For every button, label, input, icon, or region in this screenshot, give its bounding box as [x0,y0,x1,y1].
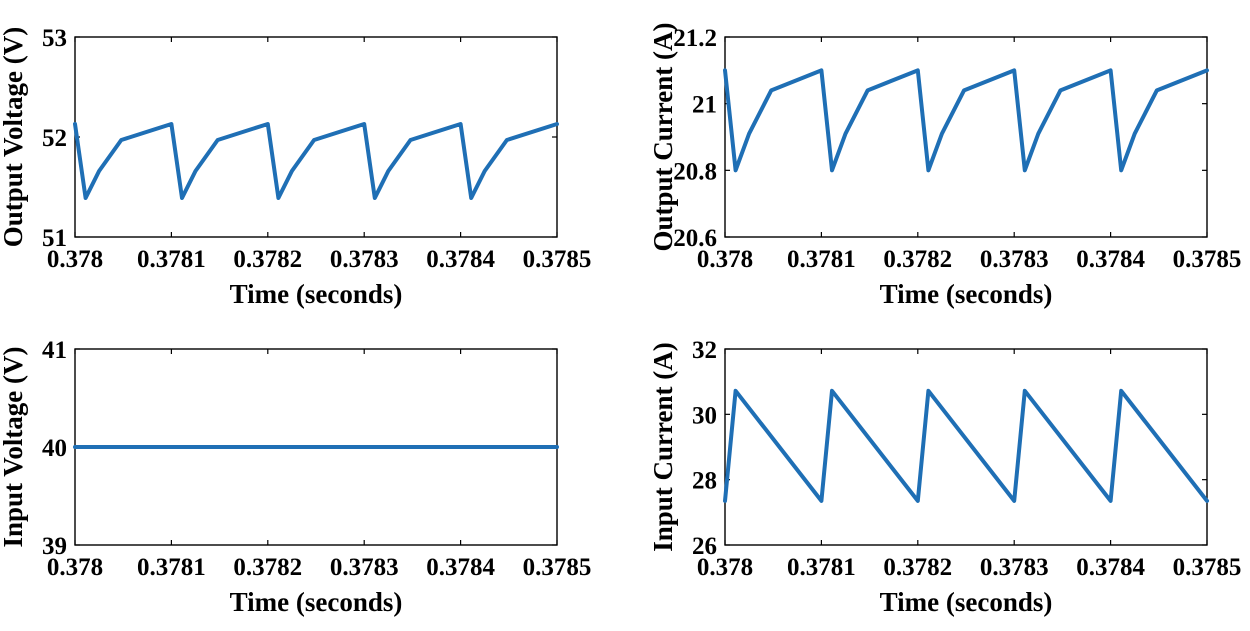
output-current-xtick-label: 0.3781 [787,246,856,273]
chart-input-voltage: 0.378 0.3781 0.3782 0.3783 0.3784 0.3785 39 40 4… [0,337,591,617]
output-voltage-ylabel: Output Voltage (V) [0,27,28,248]
input-voltage-xtick-label: 0.3784 [426,554,495,581]
output-current-xtick-label: 0.3784 [1076,246,1145,273]
input-current-xtick-label: 0.378 [697,554,753,581]
input-voltage-xtick-label: 0.3783 [330,554,399,581]
chart-output-current: 0.378 0.3781 0.3782 0.3783 0.3784 0.3785 20.6 2… [648,23,1241,310]
input-current-xtick-label: 0.3782 [883,554,952,581]
input-voltage-ytick-label: 41 [42,337,67,364]
output-current-ytick-label: 20.6 [673,225,717,252]
output-current-xtick-label: 0.3782 [883,246,952,273]
input-voltage-ylabel: Input Voltage (V) [0,346,28,547]
output-voltage-ytick-label: 52 [42,125,67,152]
output-voltage-xtick-label: 0.3781 [137,246,206,273]
input-current-ytick-label: 32 [692,337,717,364]
input-voltage-xtick-label: 0.3781 [137,554,206,581]
output-voltage-plot-frame [74,36,558,238]
output-voltage-series-line [73,122,559,200]
input-voltage-ytick-label: 39 [42,533,67,560]
input-current-ytick-label: 28 [692,468,717,495]
output-current-ylabel: Output Current (A) [648,23,678,252]
output-current-series-line [723,68,1209,173]
output-current-plot-frame [724,36,1208,238]
input-current-xtick-label: 0.3783 [980,554,1049,581]
input-voltage-xtick-label: 0.378 [47,554,103,581]
output-voltage-xtick-label: 0.3785 [523,246,592,273]
input-current-series-line [723,388,1209,503]
input-current-ytick-label: 26 [692,533,717,560]
input-current-ylabel: Input Current (A) [648,342,678,552]
output-current-ytick-label: 20.8 [673,158,717,185]
input-current-plot-frame [724,348,1208,546]
output-voltage-xtick-label: 0.3784 [426,246,495,273]
output-current-xtick-label: 0.3783 [980,246,1049,273]
output-voltage-xtick-label: 0.3782 [233,246,302,273]
output-current-xtick-label: 0.3785 [1173,246,1242,273]
input-current-ytick-label: 30 [692,402,717,429]
output-voltage-xtick-label: 0.3783 [330,246,399,273]
chart-output-voltage: 0.378 0.3781 0.3782 0.3783 0.3784 0.3785 51 52 5… [0,25,591,309]
input-current-xtick-label: 0.3784 [1076,554,1145,581]
output-current-ytick-label: 21 [692,92,717,119]
output-voltage-ytick-label: 53 [42,25,67,52]
output-voltage-ytick-label: 51 [42,225,67,252]
output-current-xtick-label: 0.378 [697,246,753,273]
output-current-ytick-label: 21.2 [673,25,717,52]
output-current-xlabel: Time (seconds) [880,279,1053,309]
chart-input-current: 0.378 0.3781 0.3782 0.3783 0.3784 0.3785 26 28 3… [648,337,1241,617]
input-current-xtick-label: 0.3781 [787,554,856,581]
input-current-xtick-label: 0.3785 [1173,554,1242,581]
input-voltage-xtick-label: 0.3785 [523,554,592,581]
output-voltage-xlabel: Time (seconds) [230,279,403,309]
output-voltage-xtick-label: 0.378 [47,246,103,273]
input-voltage-xlabel: Time (seconds) [230,587,403,617]
input-current-xlabel: Time (seconds) [880,587,1053,617]
input-voltage-ytick-label: 40 [42,435,67,462]
input-voltage-xtick-label: 0.3782 [233,554,302,581]
